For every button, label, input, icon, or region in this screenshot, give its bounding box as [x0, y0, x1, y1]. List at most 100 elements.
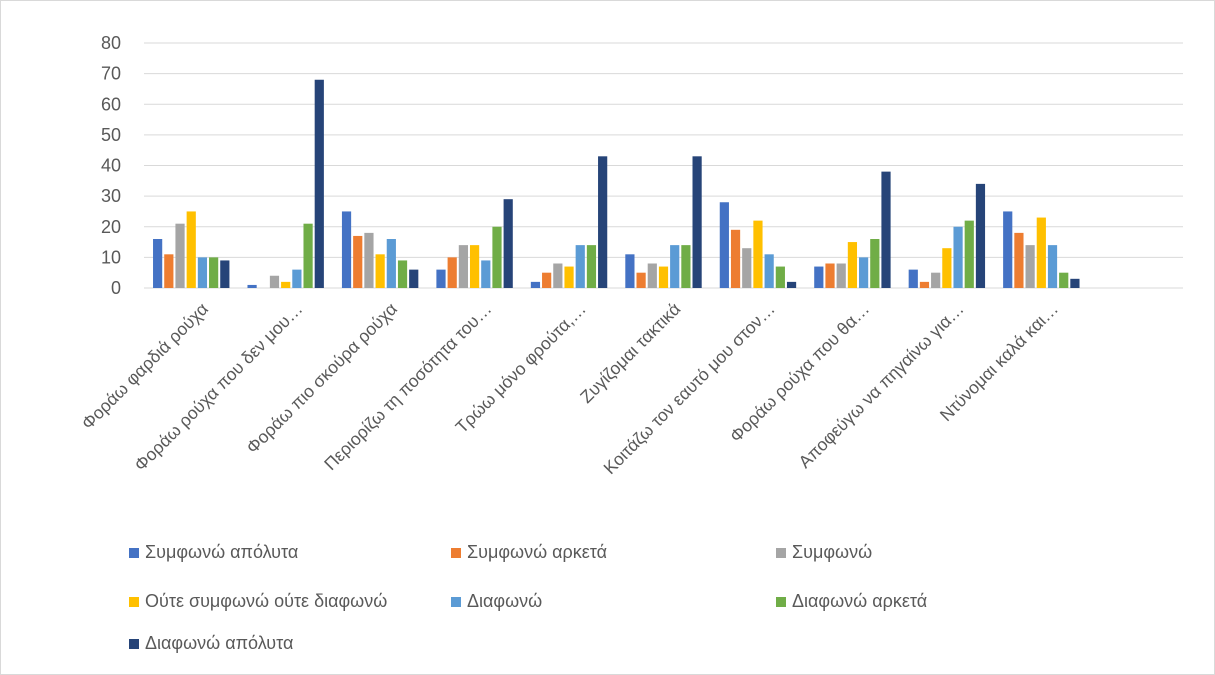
- bars: [153, 79, 1080, 288]
- y-tick-label: 40: [101, 156, 121, 176]
- category-label: Φοράω ρούχα που δεν μου…: [130, 299, 306, 475]
- y-tick-label: 80: [101, 33, 121, 53]
- y-tick-label: 50: [101, 125, 121, 145]
- legend-label: Διαφωνώ: [467, 591, 542, 611]
- bar: [436, 269, 446, 288]
- category-label: Αποφεύγω να πηγαίνω για…: [794, 299, 967, 472]
- category-label: Ζυγίζομαι τακτικά: [576, 299, 684, 407]
- bar: [281, 281, 291, 288]
- bar: [575, 245, 585, 288]
- y-tick-label: 10: [101, 247, 121, 267]
- bar: [503, 199, 513, 288]
- bar: [469, 245, 480, 288]
- bar: [492, 226, 502, 288]
- bar: [647, 263, 657, 288]
- legend-label: Συμφωνώ αρκετά: [467, 542, 607, 562]
- bar: [953, 226, 963, 288]
- category-label: Κοιτάζω τον εαυτό μου στον…: [599, 299, 778, 478]
- y-tick-label: 20: [101, 217, 121, 237]
- y-tick-label: 30: [101, 186, 121, 206]
- bar: [1036, 217, 1046, 288]
- legend-label: Διαφωνώ απόλυτα: [145, 633, 293, 653]
- bar: [881, 171, 891, 288]
- y-tick-label: 0: [111, 278, 121, 298]
- bar: [375, 254, 385, 288]
- bar: [964, 220, 974, 288]
- bar: [658, 266, 669, 288]
- y-tick-label: 70: [101, 64, 121, 84]
- y-tick-label: 60: [101, 94, 121, 114]
- bar: [209, 257, 219, 288]
- bar: [353, 235, 363, 288]
- bar: [931, 272, 941, 288]
- bar: [314, 79, 324, 288]
- bar: [692, 156, 702, 288]
- bar: [164, 254, 174, 288]
- bar: [364, 232, 374, 288]
- bar: [681, 245, 691, 288]
- bar: [220, 260, 230, 288]
- legend-swatch: [776, 548, 786, 558]
- legend-label: Ούτε συμφωνώ ούτε διαφωνώ: [145, 591, 387, 611]
- bar: [303, 223, 313, 288]
- bar: [153, 239, 163, 288]
- bar: [530, 281, 541, 288]
- bar: [1025, 245, 1035, 288]
- bar: [847, 242, 858, 288]
- bar: [814, 266, 824, 288]
- legend-swatch: [776, 597, 786, 607]
- category-label: Περιορίζω τη ποσότητα του…: [320, 299, 495, 474]
- bar: [636, 272, 646, 288]
- bar: [730, 229, 741, 288]
- bar: [458, 245, 468, 288]
- bar: [269, 275, 280, 288]
- bar: [341, 211, 352, 288]
- bar: [870, 239, 880, 288]
- bar: [908, 269, 918, 288]
- bar: [919, 281, 930, 288]
- bar: [542, 272, 552, 288]
- bar: [942, 248, 952, 288]
- bar: [719, 202, 729, 288]
- bar: [409, 269, 419, 288]
- legend-label: Συμφωνώ απόλυτα: [145, 542, 298, 562]
- legend-swatch: [129, 639, 139, 649]
- bar: [753, 220, 763, 288]
- bar: [775, 266, 785, 288]
- bar: [197, 257, 208, 288]
- bar: [397, 260, 408, 288]
- bar: [1070, 278, 1080, 288]
- bar: [1003, 211, 1013, 288]
- category-label: Φοράω πιο σκούρα ρούχα: [242, 299, 401, 458]
- bar: [825, 263, 835, 288]
- bar: [625, 254, 635, 288]
- bar: [1047, 245, 1058, 288]
- bar: [786, 281, 797, 288]
- bar: [586, 245, 597, 288]
- bar: [836, 263, 846, 288]
- bar: [975, 183, 986, 288]
- bar: [386, 239, 396, 288]
- bar: [670, 245, 680, 288]
- legend-label: Συμφωνώ: [792, 542, 872, 562]
- bar: [598, 156, 608, 288]
- bar: [1059, 272, 1069, 288]
- bar: [553, 263, 563, 288]
- bar: [447, 257, 457, 288]
- legend-swatch: [129, 597, 139, 607]
- bar: [764, 254, 774, 288]
- bar: [1014, 232, 1024, 288]
- bar: [292, 269, 302, 288]
- legend-swatch: [451, 597, 461, 607]
- legend-label: Διαφωνώ αρκετά: [792, 591, 927, 611]
- bar: [247, 284, 257, 288]
- bar: [742, 248, 752, 288]
- legend-swatch: [451, 548, 461, 558]
- bar: [481, 260, 491, 288]
- bar: [175, 223, 185, 288]
- bar: [564, 266, 574, 288]
- legend: Συμφωνώ απόλυτα Συμφωνώ αρκετά Συμφωνώ Ούτε…: [129, 542, 927, 653]
- bar: [186, 211, 196, 288]
